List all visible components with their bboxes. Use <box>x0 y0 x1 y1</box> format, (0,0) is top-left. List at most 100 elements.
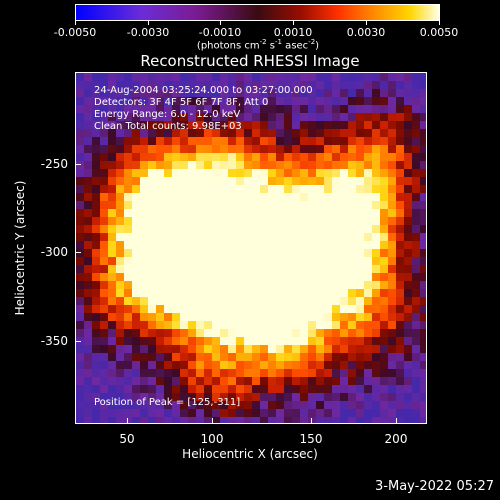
heatmap-cell <box>220 369 229 378</box>
heatmap-cell <box>292 121 301 130</box>
heatmap-cell <box>228 409 237 418</box>
heatmap-cell <box>268 137 277 146</box>
heatmap-cell <box>252 345 261 354</box>
heatmap-cell <box>292 129 301 138</box>
heatmap-cell <box>372 393 381 402</box>
heatmap-cell <box>108 105 117 114</box>
heatmap-cell <box>164 241 173 250</box>
heatmap-cell <box>260 137 269 146</box>
heatmap-cell <box>412 129 421 138</box>
heatmap-cell <box>172 321 181 330</box>
heatmap-cell <box>252 409 261 418</box>
heatmap-cell <box>420 137 426 146</box>
heatmap-cell <box>372 113 381 122</box>
heatmap-cell <box>228 345 237 354</box>
heatmap-cell <box>188 73 197 82</box>
heatmap-cell <box>380 73 389 82</box>
heatmap-cell <box>292 89 301 98</box>
heatmap-cell <box>372 193 381 202</box>
heatmap-cell <box>196 105 205 114</box>
heatmap-cell <box>420 385 426 394</box>
heatmap-cell <box>132 137 141 146</box>
heatmap-cell <box>396 113 405 122</box>
heatmap-cell <box>92 169 101 178</box>
heatmap-cell <box>388 353 397 362</box>
heatmap-cell <box>228 297 237 306</box>
heatmap-cell <box>220 137 229 146</box>
heatmap-cell <box>356 137 365 146</box>
heatmap-cell <box>292 217 301 226</box>
heatmap-cell <box>156 345 165 354</box>
colorbar-tick <box>293 21 294 25</box>
heatmap-cell <box>100 417 109 423</box>
heatmap-cell <box>372 313 381 322</box>
heatmap-cell <box>172 233 181 242</box>
heatmap-cell <box>212 169 221 178</box>
heatmap-cell <box>324 113 333 122</box>
heatmap-cell <box>164 289 173 298</box>
heatmap-cell <box>156 129 165 138</box>
heatmap-cell <box>284 361 293 370</box>
heatmap-cell <box>100 161 109 170</box>
heatmap-cell <box>92 273 101 282</box>
heatmap-cell <box>140 161 149 170</box>
heatmap-cell <box>356 265 365 274</box>
heatmap-cell <box>308 257 317 266</box>
heatmap-cell <box>292 145 301 154</box>
heatmap-cell <box>300 401 309 410</box>
heatmap-cell <box>196 401 205 410</box>
heatmap-cell <box>404 241 413 250</box>
heatmap-cell <box>116 361 125 370</box>
heatmap-cell <box>396 409 405 418</box>
heatmap-cell <box>404 145 413 154</box>
heatmap-cell <box>108 265 117 274</box>
heatmap-cell <box>252 233 261 242</box>
heatmap-cell <box>268 305 277 314</box>
heatmap-cell <box>356 321 365 330</box>
heatmap-cell <box>396 281 405 290</box>
heatmap-cell <box>284 273 293 282</box>
heatmap-cell <box>340 401 349 410</box>
heatmap-cell <box>156 385 165 394</box>
heatmap-cell <box>84 417 93 423</box>
heatmap-cell <box>180 105 189 114</box>
heatmap-cell <box>396 417 405 423</box>
heatmap-cell <box>284 249 293 258</box>
heatmap-cell <box>300 313 309 322</box>
heatmap-cell <box>116 137 125 146</box>
heatmap-cell <box>188 137 197 146</box>
heatmap-cell <box>140 401 149 410</box>
heatmap-cell <box>332 361 341 370</box>
heatmap-cell <box>300 201 309 210</box>
heatmap-cell <box>196 273 205 282</box>
heatmap-cell <box>412 177 421 186</box>
heatmap-cell <box>92 81 101 90</box>
heatmap-cell <box>404 417 413 423</box>
heatmap-cell <box>308 273 317 282</box>
heatmap-cell <box>116 297 125 306</box>
heatmap-cell <box>236 409 245 418</box>
heatmap-cell <box>356 249 365 258</box>
heatmap-cell <box>348 393 357 402</box>
heatmap-cell <box>324 97 333 106</box>
heatmap-cell <box>340 353 349 362</box>
heatmap-cell <box>356 193 365 202</box>
heatmap-cell <box>84 297 93 306</box>
heatmap-cell <box>324 105 333 114</box>
heatmap-cell <box>388 201 397 210</box>
heatmap-cell <box>84 361 93 370</box>
heatmap-cell <box>84 313 93 322</box>
heatmap-cell <box>180 73 189 82</box>
heatmap-cell <box>252 209 261 218</box>
heatmap-cell <box>348 89 357 98</box>
heatmap-cell <box>244 337 253 346</box>
heatmap-cell <box>204 81 213 90</box>
heatmap-cell <box>348 297 357 306</box>
heatmap-cell <box>124 129 133 138</box>
heatmap-cell <box>404 313 413 322</box>
heatmap-cell <box>420 81 426 90</box>
heatmap-cell <box>212 273 221 282</box>
heatmap-cell <box>332 185 341 194</box>
heatmap-cell <box>156 97 165 106</box>
heatmap-cell <box>164 417 173 423</box>
